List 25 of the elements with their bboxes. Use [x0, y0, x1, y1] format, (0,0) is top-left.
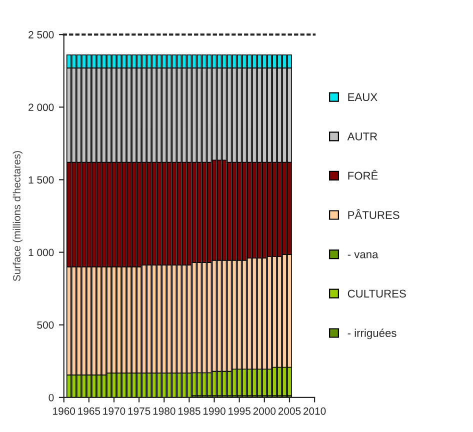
y-tick-label: 500 — [37, 321, 54, 329]
x-tick-label: 1990 — [203, 407, 226, 415]
y-tick-label: 1 500 — [28, 176, 54, 184]
x-tick-label: 1960 — [53, 407, 76, 415]
x-tick-label: 1965 — [78, 407, 100, 415]
y-tick-label: 1 000 — [28, 248, 54, 256]
x-tick-label: 2005 — [278, 407, 301, 415]
y-tick-label: 0 — [48, 394, 54, 402]
x-tick-label: 1985 — [178, 407, 200, 415]
x-tick-label: 2010 — [303, 407, 326, 415]
x-tick-label: 1980 — [153, 407, 176, 415]
y-tick-label: 2 500 — [28, 31, 54, 38]
legend-label: PÂTURES — [348, 209, 400, 219]
y-axis-title: Surface (millions d'hectares) — [12, 151, 23, 282]
legend-label: - irriguées — [348, 328, 396, 340]
y-tick-label: 2 000 — [28, 104, 54, 112]
legend-label: FORÊ — [348, 170, 378, 180]
legend-label: CULTURES — [348, 290, 406, 298]
x-tick-label: 1970 — [103, 407, 126, 415]
legend-label: AUTR — [347, 132, 378, 140]
legend-label: - vana — [348, 252, 378, 258]
x-tick-label: 2000 — [253, 407, 276, 415]
x-tick-label: 1975 — [128, 407, 150, 415]
x-tick-label: 1995 — [228, 407, 250, 415]
legend-label: EAUX — [348, 93, 378, 102]
